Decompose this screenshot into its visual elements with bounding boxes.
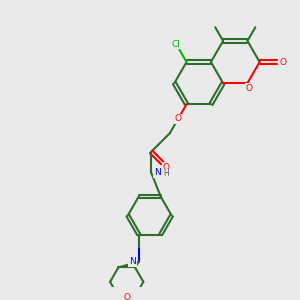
Text: O: O <box>280 58 286 67</box>
Text: N: N <box>154 168 161 177</box>
Text: H: H <box>163 169 169 178</box>
Text: N: N <box>129 257 136 266</box>
Text: O: O <box>245 84 252 93</box>
Text: O: O <box>175 114 182 123</box>
Text: O: O <box>123 293 130 300</box>
Text: Cl: Cl <box>172 40 181 49</box>
Text: O: O <box>163 163 170 172</box>
